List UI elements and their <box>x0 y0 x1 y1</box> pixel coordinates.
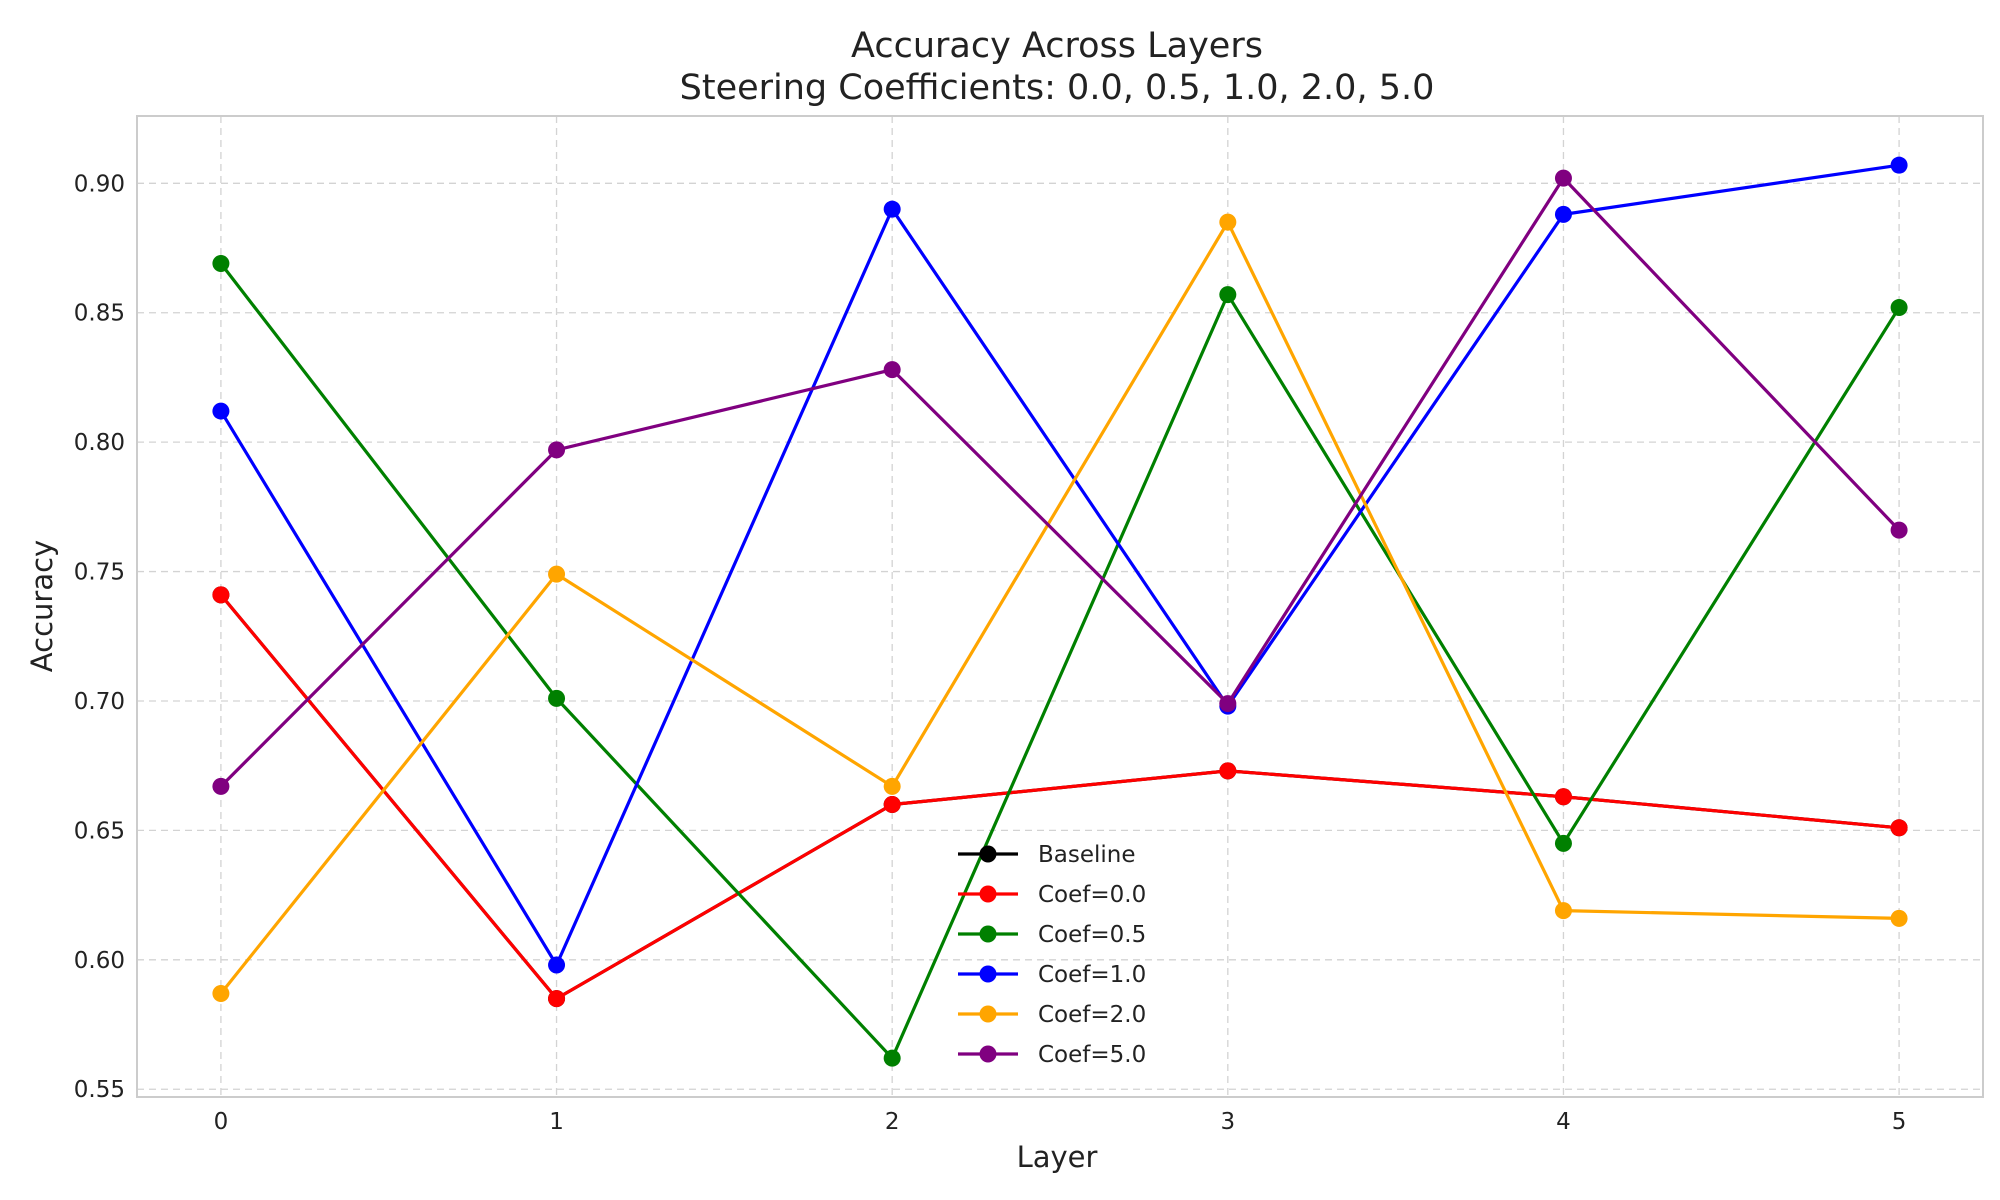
legend: Baseline Coef=0.0 Coef=0.5 Coef=1.0 Coef=2.0… <box>958 842 1146 1068</box>
data-point <box>1219 695 1237 713</box>
legend-label: Coef=0.5 <box>1038 922 1146 948</box>
legend-item: Coef=2.0 <box>958 1002 1146 1028</box>
series-Coef=0.0 <box>212 586 1908 1008</box>
data-point <box>1890 909 1908 927</box>
y-tick-label: 0.85 <box>74 301 125 327</box>
data-point <box>883 777 901 795</box>
chart-title: Accuracy Across Layers <box>851 26 1263 66</box>
y-tick-label: 0.80 <box>74 430 125 456</box>
data-point <box>548 565 566 583</box>
data-point <box>212 255 230 273</box>
legend-marker <box>979 845 997 863</box>
data-point <box>212 402 230 420</box>
legend-marker <box>979 925 997 943</box>
data-point <box>1219 286 1237 304</box>
data-point <box>548 689 566 707</box>
series-Coef=0.5 <box>212 255 1908 1067</box>
data-point <box>548 956 566 974</box>
y-axis-label: Accuracy <box>25 540 59 672</box>
x-tick-label: 5 <box>1892 1109 1907 1135</box>
series-line <box>219 262 1901 1060</box>
data-point <box>1890 299 1908 317</box>
grid <box>137 116 1983 1097</box>
legend-item: Coef=5.0 <box>958 1042 1146 1068</box>
data-point <box>1219 213 1237 231</box>
data-point <box>1890 819 1908 837</box>
legend-item: Coef=1.0 <box>958 962 1146 988</box>
legend-item: Coef=0.0 <box>958 882 1146 908</box>
data-point <box>212 777 230 795</box>
legend-marker <box>979 885 997 903</box>
series-Coef=2.0 <box>212 213 1908 1002</box>
series-line <box>219 163 1900 967</box>
legend-marker <box>979 1005 997 1023</box>
y-tick-label: 0.60 <box>74 948 125 974</box>
series <box>212 156 1908 1067</box>
series-line <box>219 220 1900 995</box>
data-point <box>212 586 230 604</box>
data-point <box>883 361 901 379</box>
data-point <box>1554 205 1572 223</box>
plot-frame <box>136 115 1984 1098</box>
data-point <box>548 990 566 1008</box>
y-tick-label: 0.70 <box>74 689 125 715</box>
data-point <box>1554 834 1572 852</box>
y-tick-label: 0.65 <box>74 818 125 844</box>
legend-marker <box>979 1045 997 1063</box>
x-axis-label: Layer <box>1017 1140 1098 1174</box>
ticks: 0 1 2 3 4 5 0.55 0.60 0.65 0.70 0.75 0.80 0.85 0.90 <box>74 171 1907 1135</box>
series-line <box>219 176 1901 788</box>
legend-item: Baseline <box>958 842 1136 868</box>
x-tick-label: 2 <box>885 1109 900 1135</box>
chart-subtitle: Steering Coefficients: 0.0, 0.5, 1.0, 2.… <box>680 68 1435 108</box>
data-point <box>1890 521 1908 539</box>
data-point <box>1554 788 1572 806</box>
legend-label: Baseline <box>1038 842 1136 868</box>
legend-label: Coef=0.0 <box>1038 882 1146 908</box>
data-point <box>883 1049 901 1067</box>
series-Coef=5.0 <box>212 169 1908 795</box>
y-tick-label: 0.75 <box>74 560 125 586</box>
y-tick-label: 0.90 <box>74 171 125 197</box>
legend-marker <box>979 965 997 983</box>
data-point <box>1554 169 1572 187</box>
x-tick-label: 4 <box>1556 1109 1571 1135</box>
x-tick-label: 1 <box>549 1109 564 1135</box>
data-point <box>883 796 901 814</box>
legend-label: Coef=2.0 <box>1038 1002 1146 1028</box>
y-tick-label: 0.55 <box>74 1077 125 1103</box>
x-tick-label: 3 <box>1220 1109 1235 1135</box>
legend-label: Coef=5.0 <box>1038 1042 1146 1068</box>
legend-label: Coef=1.0 <box>1038 962 1146 988</box>
data-point <box>548 441 566 459</box>
data-point <box>212 984 230 1002</box>
data-point <box>1554 902 1572 920</box>
x-tick-label: 0 <box>214 1109 229 1135</box>
data-point <box>883 200 901 218</box>
legend-item: Coef=0.5 <box>958 922 1146 948</box>
data-point <box>1890 156 1908 174</box>
data-point <box>1219 762 1237 780</box>
series-line <box>219 593 1900 1001</box>
